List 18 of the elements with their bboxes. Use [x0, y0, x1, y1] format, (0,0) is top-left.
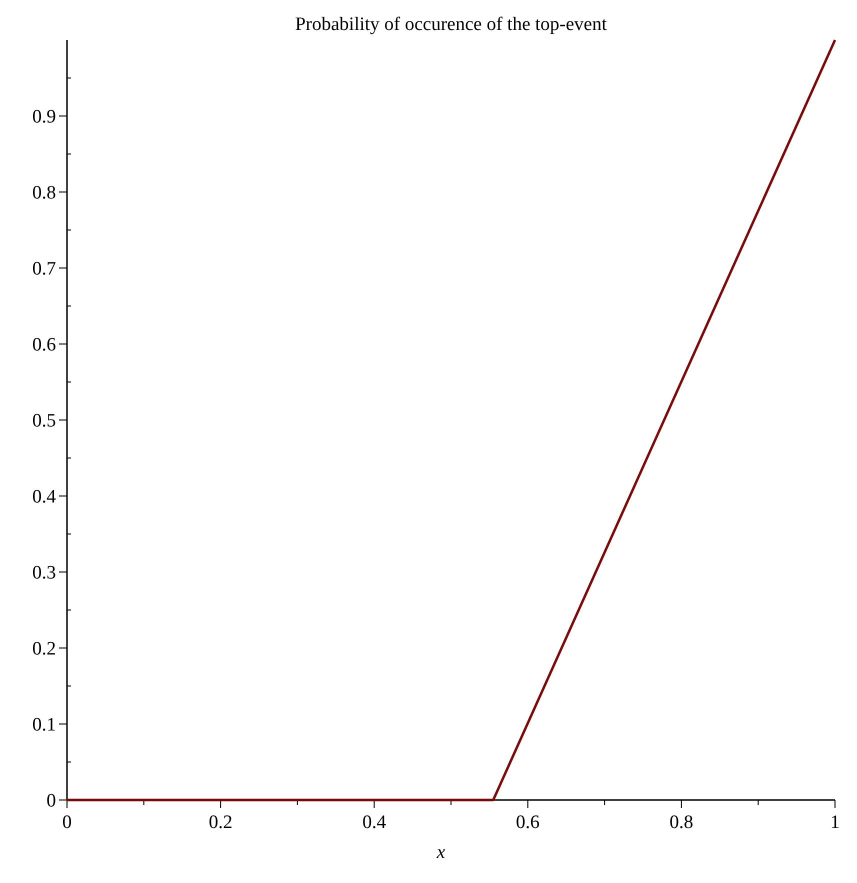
x-tick-label: 0.2 — [208, 812, 232, 833]
y-tick-label: 0.4 — [32, 486, 56, 508]
y-tick-label: 0.9 — [32, 106, 56, 128]
x-tick-label: 0.6 — [516, 812, 540, 833]
y-tick-label: 0.1 — [32, 714, 56, 736]
y-tick-label: 0.2 — [32, 638, 56, 660]
y-tick-label: 0.5 — [32, 410, 56, 432]
chart-title: Probability of occurence of the top-event — [295, 14, 608, 35]
y-tick-label: 0.7 — [32, 258, 56, 280]
y-tick-label: 0.6 — [32, 334, 56, 356]
x-tick-label: 0.4 — [362, 812, 387, 833]
y-tick-label: 0.3 — [32, 562, 56, 584]
y-tick-label: 0.8 — [32, 182, 56, 204]
y-tick-label: 0 — [46, 790, 56, 812]
x-tick-label: 1 — [830, 812, 840, 833]
x-axis-title: x — [436, 842, 446, 863]
x-tick-label: 0.8 — [670, 812, 694, 833]
x-tick-label: 0 — [62, 812, 72, 833]
